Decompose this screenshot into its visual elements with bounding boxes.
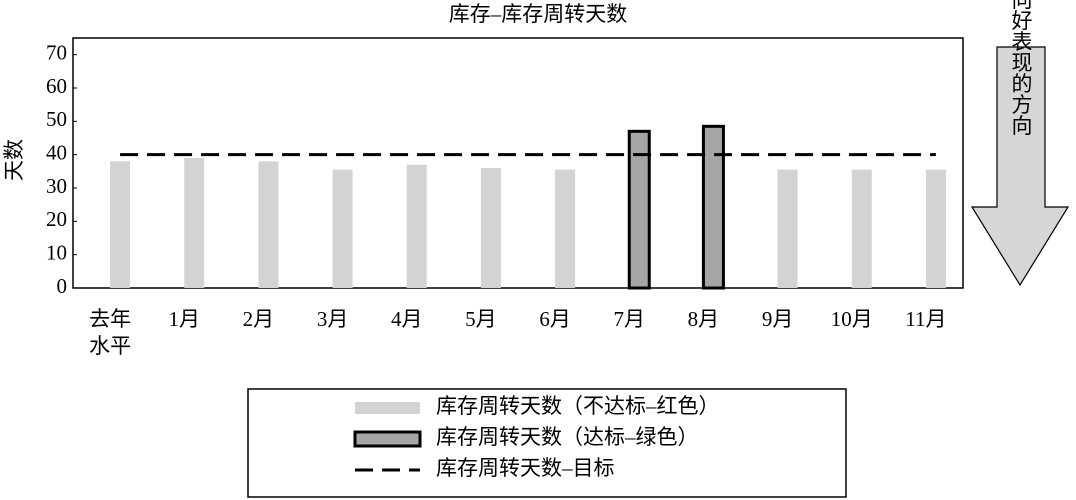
x-tick-label-box: 2月 xyxy=(242,307,275,331)
x-tick-label: 1月 xyxy=(168,307,201,331)
bar xyxy=(332,169,353,288)
x-tick-label-box: 10月 xyxy=(830,307,873,331)
x-tick-label-box: 7月 xyxy=(613,307,646,331)
x-tick-label-box: 3月 xyxy=(316,307,349,331)
legend-label: 库存周转天数（达标–绿色） xyxy=(436,425,699,449)
y-tick-label: 20 xyxy=(46,207,67,231)
x-tick-label: 4月 xyxy=(391,307,423,331)
y-tick-label: 40 xyxy=(46,140,67,164)
legend-label: 库存周转天数（不达标–红色） xyxy=(436,394,720,418)
y-tick-label: 0 xyxy=(57,274,68,298)
x-tick-label: 3月 xyxy=(316,307,349,331)
x-tick-label: 6月 xyxy=(539,307,571,331)
bar xyxy=(555,169,576,288)
y-tick-label: 10 xyxy=(46,240,67,264)
chart-title: 库存–库存周转天数 xyxy=(449,2,628,26)
y-tick-label: 70 xyxy=(46,40,67,64)
x-tick-label: 2月 xyxy=(242,307,275,331)
x-tick-label-box: 8月 xyxy=(687,307,720,331)
x-tick-label: 9月 xyxy=(761,307,794,331)
bar xyxy=(480,168,501,288)
x-tick-label-box: 5月 xyxy=(465,307,497,331)
bar xyxy=(777,169,798,288)
x-tick-label: 去年水平 xyxy=(89,307,132,359)
legend-label: 库存周转天数–目标 xyxy=(436,456,615,480)
x-tick-label: 10月 xyxy=(830,307,873,331)
bar xyxy=(258,161,279,288)
bar xyxy=(627,129,651,290)
legend-swatch xyxy=(353,430,422,448)
x-tick-label-box: 11月 xyxy=(905,307,947,331)
y-tick-label: 30 xyxy=(46,174,67,198)
bar xyxy=(701,124,725,290)
direction-arrow xyxy=(970,46,1070,287)
y-axis-label: 天数 xyxy=(2,139,26,181)
bar xyxy=(406,164,427,288)
y-tick-label: 60 xyxy=(46,74,67,98)
legend-box xyxy=(247,388,847,498)
x-tick-label-box: 9月 xyxy=(761,307,794,331)
legend-swatch xyxy=(355,402,420,414)
annotation: 向好表现的方向 xyxy=(1009,0,1033,136)
y-tick-label: 50 xyxy=(46,107,67,131)
x-tick-label: 11月 xyxy=(905,307,947,331)
x-tick-label: 5月 xyxy=(465,307,497,331)
x-tick-label: 8月 xyxy=(687,307,720,331)
x-tick-label-box: 去年水平 xyxy=(89,307,132,359)
x-tick-label-box: 1月 xyxy=(168,307,201,331)
bar xyxy=(851,169,872,288)
x-tick-label: 7月 xyxy=(613,307,646,331)
plot-frame xyxy=(72,37,964,289)
bar xyxy=(110,161,131,288)
bar xyxy=(184,158,205,288)
bar xyxy=(925,169,946,288)
x-tick-label-box: 4月 xyxy=(391,307,423,331)
x-tick-label-box: 6月 xyxy=(539,307,571,331)
